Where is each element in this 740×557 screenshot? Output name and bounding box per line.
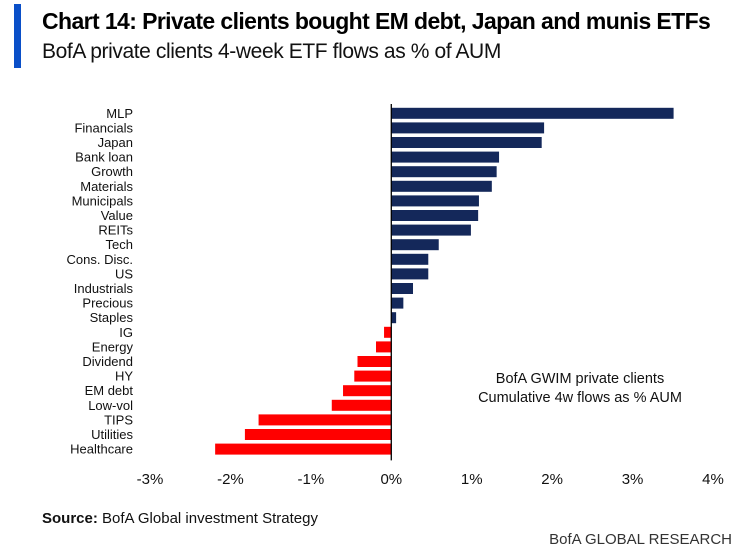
category-label: Tech xyxy=(106,237,133,252)
category-label: MLP xyxy=(106,106,133,121)
category-label: Bank loan xyxy=(75,150,133,165)
x-tick-label: -2% xyxy=(217,471,244,488)
category-label: IG xyxy=(119,325,133,340)
bar-staples xyxy=(391,312,397,324)
chart-title: Chart 14: Private clients bought EM debt… xyxy=(42,8,711,34)
category-label: TIPS xyxy=(104,412,133,427)
bar-energy xyxy=(376,341,392,353)
bar-japan xyxy=(391,137,542,148)
bar-ig xyxy=(384,326,392,338)
category-label: Value xyxy=(101,208,133,223)
category-label: HY xyxy=(115,369,133,384)
bar-precious xyxy=(391,297,404,309)
category-label: REITs xyxy=(98,223,133,238)
bar-hy xyxy=(354,370,392,382)
category-label: Materials xyxy=(80,179,133,194)
annotation-line-1: BofA GWIM private clients xyxy=(495,371,665,387)
chart-annotation: BofA GWIM private clients Cumulative 4w … xyxy=(440,370,720,408)
bar-tips xyxy=(258,414,392,426)
x-tick-label: 4% xyxy=(702,471,724,488)
bar-low-vol xyxy=(331,399,392,411)
bar-cons-disc- xyxy=(391,253,429,265)
category-label: Utilities xyxy=(91,427,133,442)
source-label: Source: xyxy=(42,510,98,527)
x-tick-label: -3% xyxy=(137,471,164,488)
x-tick-label: -1% xyxy=(298,471,325,488)
bar-mlp xyxy=(391,107,674,119)
category-label: Industrials xyxy=(74,281,134,296)
category-label: Healthcare xyxy=(70,442,133,457)
bar-bank-loan xyxy=(391,151,500,163)
bar-municipals xyxy=(391,195,479,207)
chart-subtitle: BofA private clients 4-week ETF flows as… xyxy=(42,40,501,63)
bar-healthcare xyxy=(215,443,392,455)
bar-em-debt xyxy=(343,385,392,397)
category-label: Staples xyxy=(90,310,134,325)
brand-footer: BofA GLOBAL RESEARCH xyxy=(549,531,732,548)
x-tick-label: 3% xyxy=(622,471,644,488)
category-label: Energy xyxy=(92,339,134,354)
bar-growth xyxy=(391,166,497,178)
bar-us xyxy=(391,268,429,280)
x-tick-label: 1% xyxy=(461,471,483,488)
bar-value xyxy=(391,210,479,221)
x-tick-label: 0% xyxy=(380,471,402,488)
annotation-line-2: Cumulative 4w flows as % AUM xyxy=(478,390,682,406)
bar-utilities xyxy=(244,429,392,440)
bar-financials xyxy=(391,122,545,134)
source-note: Source: BofA Global investment Strategy xyxy=(42,510,318,527)
category-label: Dividend xyxy=(82,354,133,369)
category-label: Municipals xyxy=(72,193,134,208)
bar-materials xyxy=(391,180,492,192)
bar-dividend xyxy=(357,356,392,367)
category-label: Precious xyxy=(82,296,133,311)
bar-tech xyxy=(391,239,439,251)
category-label: US xyxy=(115,266,133,281)
bar-industrials xyxy=(391,283,414,294)
category-label: Financials xyxy=(74,120,133,135)
x-tick-label: 2% xyxy=(541,471,563,488)
category-label: Growth xyxy=(91,164,133,179)
category-label: Cons. Disc. xyxy=(67,252,133,267)
bar-reits xyxy=(391,224,471,236)
category-label: Japan xyxy=(98,135,133,150)
category-label: Low-vol xyxy=(88,398,133,413)
source-text: BofA Global investment Strategy xyxy=(102,510,318,527)
category-label: EM debt xyxy=(85,383,134,398)
accent-bar xyxy=(14,4,21,68)
